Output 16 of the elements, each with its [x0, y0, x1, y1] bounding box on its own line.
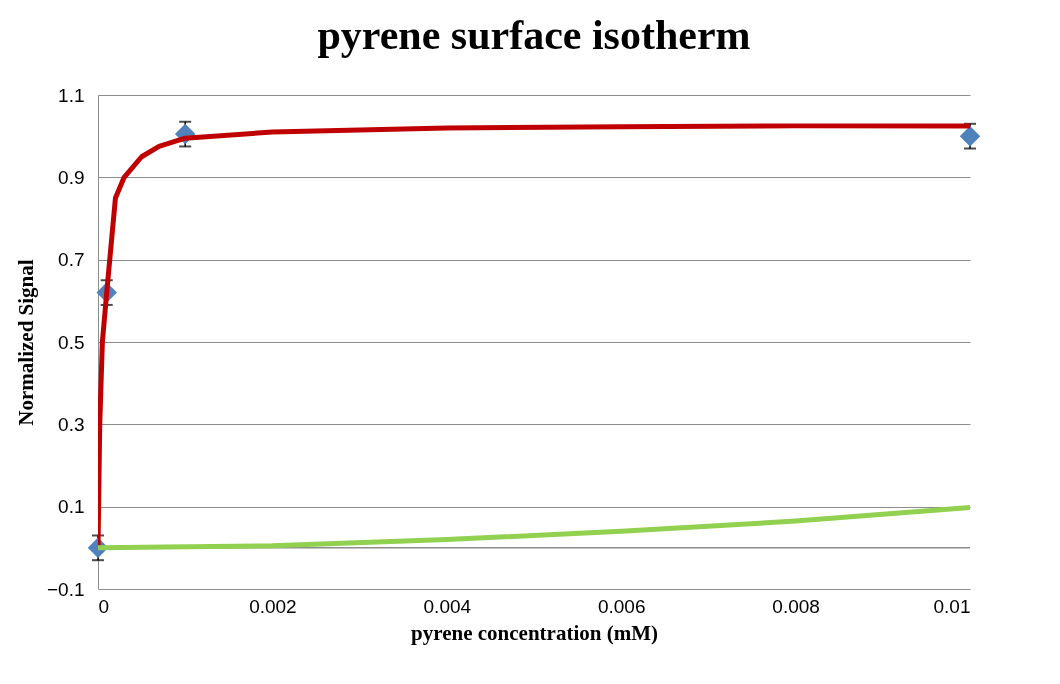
- x-tick-label: 0.006: [597, 595, 646, 617]
- x-axis-title: pyrene concentration (mM): [411, 620, 658, 645]
- y-tick-label: 0.1: [58, 496, 85, 518]
- x-tick-label: 0: [98, 595, 110, 617]
- y-tick-label: 0.5: [58, 331, 85, 353]
- chart-title: pyrene surface isotherm: [317, 12, 751, 58]
- y-tick-label: 0.9: [58, 166, 85, 188]
- x-tick-label: 0.002: [249, 595, 297, 617]
- x-tick-label: 0.008: [772, 595, 820, 617]
- y-tick-label: −0.1: [46, 578, 85, 600]
- y-tick-label: 0.7: [58, 249, 85, 271]
- y-tick-label: 1.1: [58, 84, 85, 106]
- y-tick-label: 0.3: [58, 413, 85, 435]
- x-tick-label: 0.004: [423, 595, 472, 617]
- y-axis-title: Normalized Signal: [13, 259, 38, 426]
- x-tick-label: 0.01: [933, 595, 971, 617]
